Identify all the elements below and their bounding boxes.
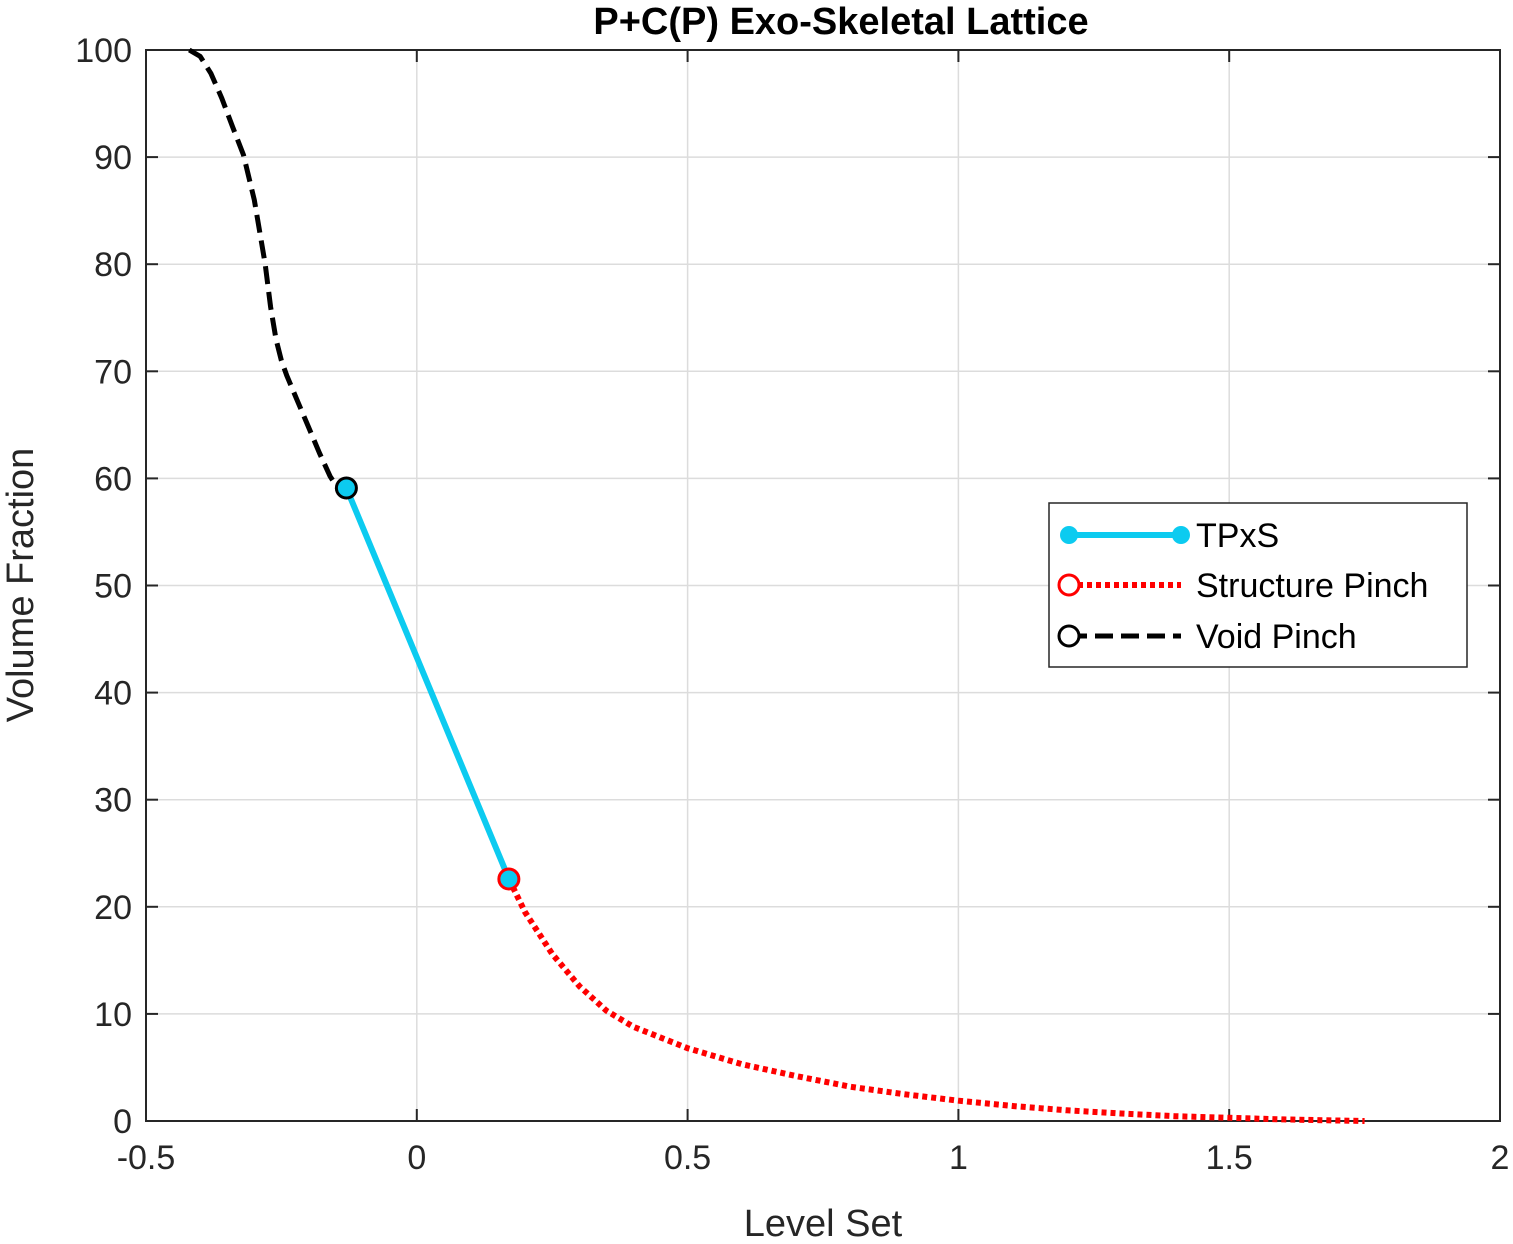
- legend-marker-void-pinch: [1057, 624, 1081, 648]
- x-tick-label: 1.5: [1206, 1139, 1253, 1177]
- y-tick-label: 30: [94, 782, 132, 820]
- y-tick-label: 80: [94, 246, 132, 284]
- series-line-void-pinch: [188, 47, 349, 496]
- y-tick-label: 50: [94, 568, 132, 606]
- series-layer: [188, 47, 1365, 1124]
- y-tick-labels: 0 10 20 30 40 50 60 70 80 90 100: [75, 32, 132, 1141]
- series-line-structure-pinch: [506, 877, 1365, 1124]
- chart-title: P+C(P) Exo-Skeletal Lattice: [593, 1, 1088, 43]
- y-tick-label: 10: [94, 996, 132, 1034]
- axis-ticks: [145, 49, 1501, 1122]
- x-tick-label: 0: [407, 1139, 426, 1177]
- y-tick-label: 20: [94, 889, 132, 927]
- legend-label-void-pinch: Void Pinch: [1196, 618, 1357, 656]
- tpxs-start-point: [334, 476, 358, 500]
- y-tick-label: 100: [75, 32, 132, 70]
- tpxs-end-point: [497, 867, 521, 891]
- legend-marker-structure-pinch: [1057, 573, 1081, 597]
- y-axis-label: Volume Fraction: [0, 448, 42, 723]
- legend-marker-tpxs-start: [1060, 526, 1078, 544]
- x-tick-label: 1: [949, 1139, 968, 1177]
- x-tick-label: -0.5: [117, 1139, 176, 1177]
- y-tick-label: 0: [113, 1103, 132, 1141]
- x-axis-label: Level Set: [744, 1203, 903, 1244]
- legend-label-structure-pinch: Structure Pinch: [1196, 567, 1428, 605]
- x-tick-label: 2: [1491, 1139, 1510, 1177]
- legend-marker-tpxs-end: [1172, 526, 1190, 544]
- y-tick-label: 40: [94, 675, 132, 713]
- legend-label-tpxs: TPxS: [1196, 517, 1279, 555]
- legend: TPxS Structure Pinch Void Pinch: [1048, 502, 1468, 668]
- y-tick-label: 60: [94, 460, 132, 498]
- x-tick-labels: -0.5 0 0.5 1 1.5 2: [117, 1139, 1510, 1177]
- y-tick-label: 70: [94, 353, 132, 391]
- x-tick-label: 0.5: [664, 1139, 711, 1177]
- series-line-tpxs: [343, 486, 512, 881]
- y-tick-label: 90: [94, 139, 132, 177]
